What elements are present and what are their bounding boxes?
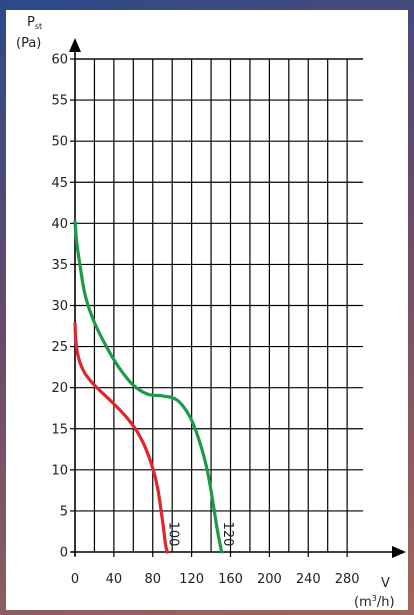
y-tick-label: 20 <box>51 381 68 396</box>
series-120-line <box>73 220 224 554</box>
x-tick-label: 40 <box>106 572 123 587</box>
series-100-label: 100 <box>165 522 180 547</box>
chart-panel: 0 5 10 15 20 25 30 35 40 45 50 55 60 0 40 80 120 160 200 2… <box>6 10 408 610</box>
axes <box>69 38 406 558</box>
y-tick-label: 30 <box>51 299 68 314</box>
y-tick-label: 15 <box>51 422 68 437</box>
y-tick-label: 0 <box>60 546 68 561</box>
x-tick-label: 200 <box>257 572 282 587</box>
y-axis-arrow <box>69 38 81 52</box>
x-axis-unit: (m3/h) <box>354 594 395 610</box>
series-120-label: 120 <box>220 522 235 547</box>
y-tick-label: 50 <box>51 135 68 150</box>
x-axis-arrow <box>392 546 406 558</box>
x-tick-label: 80 <box>144 572 161 587</box>
y-tick-label: 5 <box>60 504 68 519</box>
x-tick-label: 120 <box>179 572 204 587</box>
y-axis-symbol: Pst <box>27 15 42 31</box>
y-axis-unit: (Pa) <box>16 36 41 51</box>
x-axis-symbol: V <box>381 576 390 591</box>
grid <box>75 58 363 552</box>
series-curves: 100 120 <box>73 220 235 554</box>
x-tick-label: 280 <box>335 572 360 587</box>
x-tick-label: 0 <box>71 572 79 587</box>
y-tick-label: 55 <box>51 94 68 109</box>
pressure-flow-chart: 0 5 10 15 20 25 30 35 40 45 50 55 60 0 40 80 120 160 200 2… <box>16 15 406 610</box>
y-tick-label: 35 <box>51 258 68 273</box>
y-tick-label: 45 <box>51 176 68 191</box>
x-tick-label: 160 <box>218 572 243 587</box>
y-tick-label: 40 <box>51 217 68 232</box>
x-tick-labels: 0 40 80 120 160 200 240 280 <box>71 552 360 587</box>
x-tick-label: 240 <box>296 572 321 587</box>
series-100-line <box>73 322 169 554</box>
y-tick-label: 60 <box>51 53 68 68</box>
y-tick-labels: 0 5 10 15 20 25 30 35 40 45 50 55 60 <box>51 53 75 561</box>
y-tick-label: 10 <box>51 463 68 478</box>
y-tick-label: 25 <box>51 340 68 355</box>
